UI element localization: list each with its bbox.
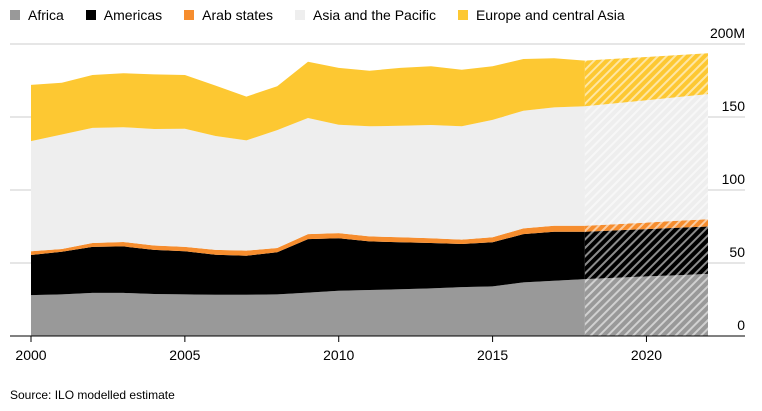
legend-label: Africa [28,7,64,23]
area-africa [31,279,585,336]
area-europe-and-central-asia-projected [584,53,708,107]
area-europe-and-central-asia [31,58,585,142]
axes: 2000 2005 2010 2015 2020 [10,335,745,363]
area-americas-projected [584,226,708,280]
legend-swatch [10,10,20,20]
x-tick-label: 2015 [477,347,508,363]
legend-swatch [457,10,468,20]
area-arab-states-projected [584,219,708,232]
legend-item: Americas [85,6,163,24]
y-tick-label: 200M [710,25,745,41]
chart-legend: Africa Americas Arab states Asia and the Pa… [10,6,647,24]
legend-label: Arab states [202,7,273,23]
legend-label: Asia and the Pacific [312,7,436,23]
legend-item: Europe and central Asia [457,6,625,24]
legend-item: Asia and the Pacific [294,6,436,24]
x-tick-label: 2000 [15,347,46,363]
legend-item: Africa [10,6,64,24]
source-note: Source: ILO modelled estimate [10,388,175,402]
legend-swatch [294,10,305,20]
area-africa-projected [584,273,708,336]
x-tick-label: 2005 [169,347,200,363]
area-asia-and-the-pacific-projected [584,94,708,226]
x-tick-label: 2010 [323,347,354,363]
y-tick-label: 50 [729,244,745,260]
area-americas [31,231,585,296]
area-arab-states [31,225,585,256]
x-tick-label: 2020 [631,347,662,363]
legend-swatch [85,10,96,20]
y-tick-label: 150 [722,98,746,114]
legend-label: Americas [103,7,163,23]
y-tick-label: 0 [737,317,745,333]
legend-swatch [184,10,195,20]
y-tick-label: 100 [722,171,746,187]
area-asia-and-the-pacific [31,106,585,252]
area-series [31,53,708,336]
legend-item: Arab states [184,6,273,24]
legend-label: Europe and central Asia [475,7,625,23]
